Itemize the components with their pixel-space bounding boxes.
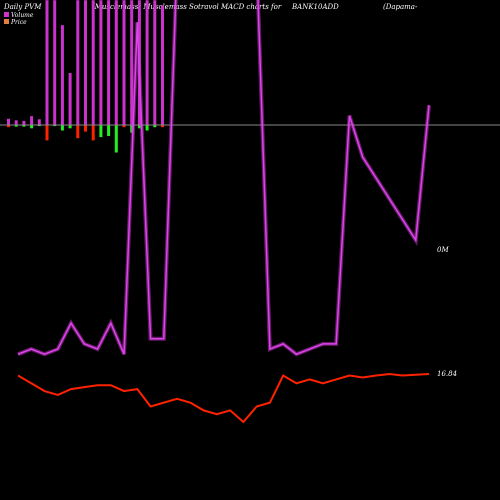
legend-swatch-volume bbox=[4, 12, 9, 17]
price-last-label: 16.84 bbox=[437, 370, 457, 378]
price-line bbox=[17, 372, 430, 424]
histogram-bar-positive bbox=[22, 120, 26, 125]
histogram-bar-positive bbox=[161, 5, 164, 125]
histogram-bar-positive bbox=[153, 0, 157, 126]
histogram-bar-positive bbox=[76, 0, 80, 126]
histogram-bar-negative bbox=[68, 125, 72, 129]
histogram-bar-negative bbox=[7, 125, 10, 128]
histogram-bar-negative bbox=[45, 125, 49, 141]
histogram-bar-positive bbox=[14, 120, 18, 125]
histogram-bar-positive bbox=[7, 118, 10, 125]
histogram-bar-positive bbox=[99, 0, 103, 126]
histogram-bar-positive bbox=[91, 0, 95, 126]
histogram-bar-positive bbox=[53, 0, 57, 126]
histogram-bar-positive bbox=[122, 0, 126, 126]
volume-last-label: 0M bbox=[437, 246, 449, 254]
price-line-layer bbox=[17, 372, 430, 424]
histogram-bar-negative bbox=[107, 125, 111, 136]
histogram-bar-negative bbox=[91, 125, 95, 141]
volume-line-glow bbox=[17, 0, 431, 357]
histogram-bar-negative bbox=[99, 125, 103, 138]
legend-swatch-price bbox=[4, 19, 9, 24]
histogram-bar-positive bbox=[84, 0, 87, 126]
histogram-bar-positive bbox=[68, 73, 72, 125]
legend-label-price: Price bbox=[10, 19, 27, 26]
histogram-bar-negative bbox=[161, 125, 164, 128]
legend-label-volume: Volume bbox=[11, 12, 34, 19]
histogram-bar-negative bbox=[60, 125, 64, 131]
histogram-bar-negative bbox=[145, 125, 149, 131]
histogram-bar-negative bbox=[122, 125, 126, 128]
histogram-bar-positive bbox=[30, 116, 34, 125]
histogram-bar-negative bbox=[76, 125, 80, 139]
histogram-bar-positive bbox=[45, 0, 49, 126]
header-center: (Musclemass) Musclemass Sotravol MACD ch… bbox=[92, 3, 282, 11]
histogram-bar-negative bbox=[137, 125, 141, 129]
histogram-bar-negative bbox=[22, 125, 26, 127]
histogram-bar-positive bbox=[145, 0, 149, 126]
histogram-bar-negative bbox=[53, 125, 57, 127]
header-left: Daily PVM bbox=[3, 3, 42, 11]
histogram-bar-negative bbox=[30, 125, 34, 129]
header-symbol: BANK10ADD bbox=[291, 3, 339, 11]
histogram-bar-negative bbox=[153, 125, 157, 128]
volume-line-layer bbox=[17, 0, 431, 357]
histogram-bar-positive bbox=[114, 0, 118, 126]
histogram-bar-positive bbox=[37, 119, 41, 125]
histogram-bar-positive bbox=[60, 25, 64, 125]
histogram-bar-negative bbox=[84, 125, 87, 132]
histogram-bar-negative bbox=[114, 125, 118, 153]
histogram-bar-positive bbox=[130, 0, 134, 126]
volume-line bbox=[17, 0, 430, 356]
histogram-bar-negative bbox=[14, 125, 18, 127]
header-right: (Dapama- bbox=[383, 3, 418, 11]
histogram-bar-positive bbox=[107, 0, 111, 126]
histogram-bar-negative bbox=[37, 125, 41, 127]
